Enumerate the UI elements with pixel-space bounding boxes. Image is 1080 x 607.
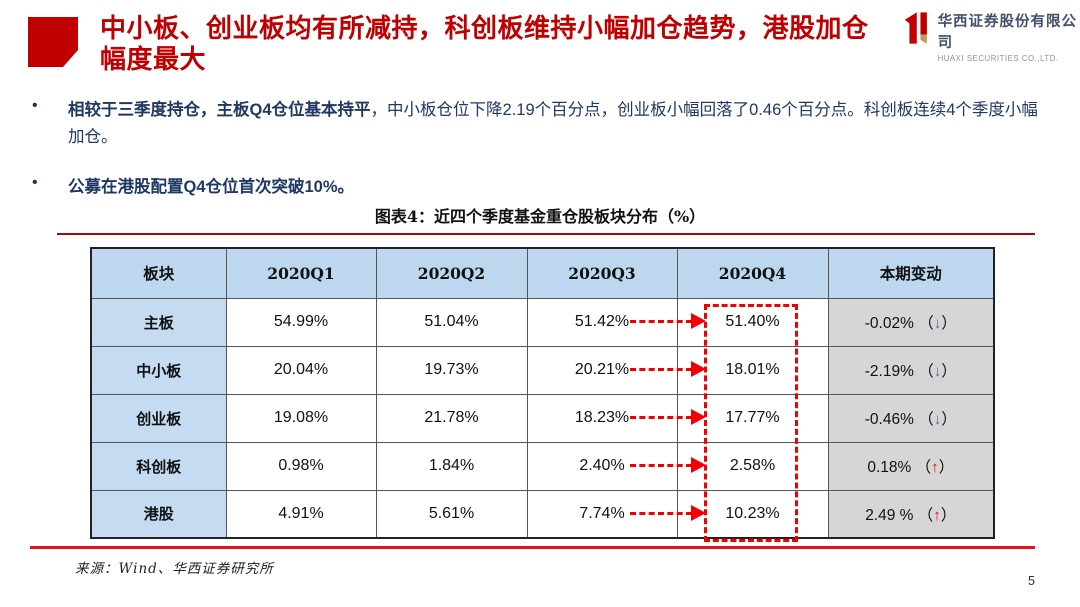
cell-change: 2.49 % （↑）	[827, 489, 995, 539]
cell-q2: 19.73%	[375, 345, 528, 395]
board-position-table: 板块 2020Q1 2020Q2 2020Q3 2020Q4 本期变动 主板 5…	[90, 247, 995, 539]
table-row: 创业板 19.08% 21.78% 18.23% 17.77% -0.46% （…	[90, 393, 995, 443]
paren-open: （	[918, 315, 934, 332]
change-direction-arrow-icon: ↑	[933, 506, 941, 524]
cell-q3: 51.42%	[526, 297, 678, 347]
col-header-2020q2: 2020Q2	[375, 247, 528, 299]
company-logo: 华西证券股份有限公司 HUAXI SECURITIES CO.,LTD.	[903, 10, 1080, 63]
divider-rule-top	[57, 233, 1035, 235]
page-title-line1: 中小板、创业板均有所减持，科创板维持小幅加仓趋势，港股加仓	[100, 13, 869, 43]
cell-q1: 54.99%	[225, 297, 377, 347]
page-title: 中小板、创业板均有所减持，科创板维持小幅加仓趋势，港股加仓 幅度最大	[100, 13, 900, 75]
paren-open: （	[917, 506, 934, 524]
table-row: 中小板 20.04% 19.73% 20.21% 18.01% -2.19% （…	[90, 345, 995, 395]
table-row: 港股 4.91% 5.61% 7.74% 10.23% 2.49 % （↑）	[90, 489, 995, 539]
paren-open: （	[918, 363, 934, 380]
bullet-1-regular: ，中小板仓位下降2.19个百分点，创业板小幅回落了0.46个百分点。科创板连续4…	[68, 101, 1038, 146]
logo-company-name-en: HUAXI SECURITIES CO.,LTD.	[937, 54, 1059, 63]
cell-q1: 4.91%	[225, 489, 377, 539]
cell-q2: 1.84%	[375, 441, 528, 491]
cell-q4: 17.77%	[676, 393, 829, 443]
row-name: 创业板	[90, 393, 227, 443]
page-number: 5	[1028, 574, 1035, 588]
cell-change: -0.02% （↓）	[827, 297, 995, 347]
cell-q3: 7.74%	[526, 489, 678, 539]
table-row: 科创板 0.98% 1.84% 2.40% 2.58% 0.18% （↑）	[90, 441, 995, 491]
bullet-text-2: 公募在港股配置Q4仓位首次突破10%。	[68, 174, 1052, 201]
cell-q4: 10.23%	[676, 489, 829, 539]
cell-q1: 0.98%	[225, 441, 377, 491]
row-name: 科创板	[90, 441, 227, 491]
col-header-board: 板块	[90, 247, 227, 299]
cell-q2: 5.61%	[375, 489, 528, 539]
cell-q1: 19.08%	[225, 393, 377, 443]
cell-change: 0.18% （↑）	[827, 441, 995, 491]
change-direction-arrow-icon: ↑	[931, 459, 939, 476]
table-header-row: 板块 2020Q1 2020Q2 2020Q3 2020Q4 本期变动	[90, 247, 995, 299]
change-value: -0.02%	[864, 315, 914, 332]
bullet-item-1: • 相较于三季度持仓，主板Q4仓位基本持平，中小板仓位下降2.19个百分点，创业…	[28, 97, 1052, 151]
page-title-line2: 幅度最大	[100, 44, 207, 74]
bullet-item-2: • 公募在港股配置Q4仓位首次突破10%。	[28, 174, 1052, 201]
change-value: -0.46%	[864, 411, 914, 428]
paren-open: （	[918, 411, 934, 428]
cell-q1: 20.04%	[225, 345, 377, 395]
change-direction-arrow-icon: ↓	[933, 315, 942, 332]
row-name: 港股	[90, 489, 227, 539]
divider-rule-bottom	[30, 546, 1035, 549]
cell-q2: 51.04%	[375, 297, 528, 347]
cell-q2: 21.78%	[375, 393, 528, 443]
cell-q3: 20.21%	[526, 345, 678, 395]
change-direction-arrow-icon: ↓	[933, 363, 942, 380]
paren-close: ）	[941, 411, 957, 428]
bullet-2-bold: 公募在港股配置Q4仓位首次突破10%。	[68, 178, 355, 196]
change-direction-arrow-icon: ↓	[933, 411, 942, 428]
cell-change: -2.19% （↓）	[827, 345, 995, 395]
col-header-change: 本期变动	[827, 247, 995, 299]
title-accent-shape	[28, 17, 78, 67]
bullet-marker: •	[32, 174, 38, 191]
paren-open: （	[915, 459, 932, 476]
paren-close: ）	[940, 506, 957, 524]
logo-company-name-cn: 华西证券股份有限公司	[937, 14, 1078, 51]
paren-close: ）	[938, 459, 955, 476]
table-row: 主板 54.99% 51.04% 51.42% 51.40% -0.02% （↓…	[90, 297, 995, 347]
cell-q4: 51.40%	[676, 297, 829, 347]
paren-close: ）	[941, 315, 957, 332]
col-header-2020q1: 2020Q1	[225, 247, 377, 299]
cell-q3: 18.23%	[526, 393, 678, 443]
cell-q3: 2.40%	[526, 441, 678, 491]
bullet-text-1: 相较于三季度持仓，主板Q4仓位基本持平，中小板仓位下降2.19个百分点，创业板小…	[68, 97, 1052, 151]
huaxi-logo-icon	[904, 12, 927, 44]
change-value: 2.49 %	[865, 506, 914, 524]
row-name: 主板	[90, 297, 227, 347]
figure-caption: 图表4：近四个季度基金重仓股板块分布（%）	[374, 207, 706, 226]
change-value: -2.19%	[864, 363, 914, 380]
source-note: 来源：Wind、华西证券研究所	[75, 561, 274, 577]
paren-close: ）	[941, 363, 957, 380]
row-name: 中小板	[90, 345, 227, 395]
cell-q4: 2.58%	[676, 441, 829, 491]
cell-change: -0.46% （↓）	[827, 393, 995, 443]
logo-text: 华西证券股份有限公司 HUAXI SECURITIES CO.,LTD.	[938, 10, 1080, 63]
change-value: 0.18%	[867, 459, 912, 476]
col-header-2020q3: 2020Q3	[526, 247, 678, 299]
cell-q4: 18.01%	[676, 345, 829, 395]
col-header-2020q4: 2020Q4	[676, 247, 829, 299]
bullet-1-bold: 相较于三季度持仓，主板Q4仓位基本持平	[68, 101, 371, 119]
bullet-marker: •	[32, 97, 38, 114]
